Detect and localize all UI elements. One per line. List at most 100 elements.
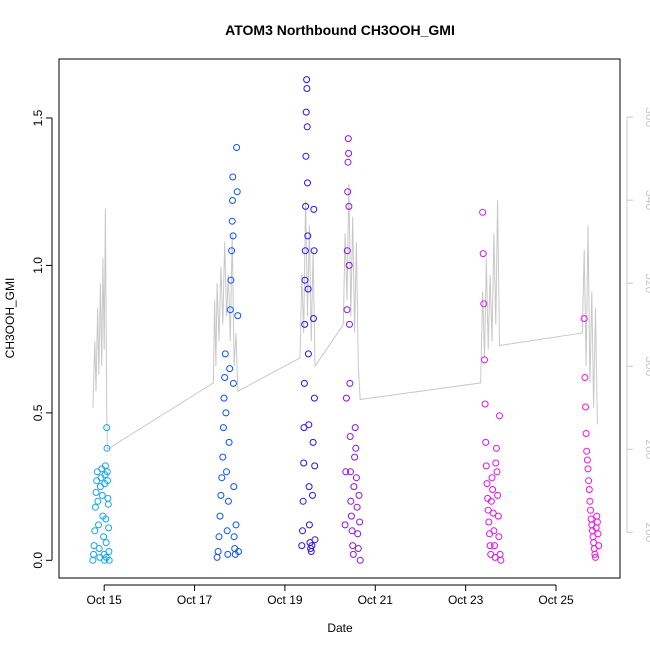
data-point-flight-4 <box>345 261 353 269</box>
data-point-flight-2 <box>229 197 236 204</box>
x-tick-label: Oct 21 <box>358 593 394 607</box>
y2-tick-label: 280 <box>643 439 650 459</box>
data-point-flight-3 <box>310 315 317 322</box>
data-point-flight-2 <box>227 276 235 284</box>
data-point-flight-4 <box>348 527 356 535</box>
data-point-flight-1 <box>90 542 98 550</box>
data-point-flight-5 <box>495 533 503 541</box>
data-point-flight-3 <box>302 202 310 210</box>
data-point-flight-6 <box>591 550 599 558</box>
y-tick-label: 0.5 <box>31 404 45 421</box>
data-point-flight-5 <box>489 486 497 493</box>
y-axis-label: CH3OOH_GMI <box>3 278 17 359</box>
data-point-flight-4 <box>351 453 359 461</box>
data-point-flight-3 <box>310 394 318 402</box>
x-axis: Oct 15 Oct 17 Oct 19 Oct 21 Oct 23 Oct 25 <box>87 584 574 607</box>
data-point-flight-1 <box>91 503 99 511</box>
data-point-flight-2 <box>224 550 232 558</box>
data-point-flight-2 <box>218 474 226 482</box>
data-point-flight-5 <box>486 530 493 538</box>
x-tick-label: Oct 23 <box>448 593 484 607</box>
points-layer <box>89 76 603 564</box>
y-tick-label: 0.0 <box>31 552 45 569</box>
data-point-flight-6 <box>582 430 590 437</box>
data-point-flight-5 <box>492 459 500 467</box>
data-point-flight-3 <box>300 459 308 467</box>
data-point-flight-4 <box>342 394 350 402</box>
data-point-flight-3 <box>301 247 309 255</box>
data-point-flight-5 <box>484 506 492 514</box>
x-tick-label: Oct 19 <box>267 593 303 607</box>
data-point-flight-1 <box>105 548 113 555</box>
data-point-flight-2 <box>217 491 225 499</box>
data-point-flight-6 <box>586 497 594 505</box>
data-point-flight-6 <box>594 530 602 538</box>
data-point-flight-2 <box>222 409 230 417</box>
data-point-flight-5 <box>487 550 495 558</box>
data-point-flight-6 <box>585 477 593 485</box>
data-point-flight-1 <box>103 444 111 452</box>
data-point-flight-6 <box>584 465 592 473</box>
data-point-flight-1 <box>91 527 99 535</box>
x-axis-label: Date <box>327 621 353 635</box>
data-point-flight-4 <box>350 483 358 491</box>
data-point-flight-1 <box>89 556 97 564</box>
data-point-flight-2 <box>221 350 229 358</box>
data-point-flight-2 <box>229 232 237 240</box>
data-point-flight-5 <box>496 412 503 420</box>
data-point-flight-1 <box>105 524 113 532</box>
data-point-flight-5 <box>490 527 498 535</box>
data-point-flight-6 <box>587 506 594 514</box>
data-point-flight-3 <box>299 527 306 535</box>
data-point-flight-6 <box>593 518 601 526</box>
data-point-flight-5 <box>486 542 494 550</box>
data-point-flight-2 <box>221 374 229 381</box>
data-point-flight-3 <box>302 108 310 116</box>
y2-tick-label: 340 <box>643 190 650 210</box>
data-point-flight-1 <box>95 521 102 529</box>
data-point-flight-1 <box>95 545 103 552</box>
data-point-flight-4 <box>352 474 360 482</box>
data-point-flight-6 <box>595 542 603 550</box>
y2-tick-label: 320 <box>643 273 650 293</box>
y-tick-label: 1.0 <box>31 257 45 274</box>
y-axis: 0.0 0.5 1.0 1.5 <box>31 109 53 569</box>
data-point-flight-2 <box>233 188 241 196</box>
data-point-flight-5 <box>497 556 505 564</box>
data-point-flight-5 <box>493 468 501 476</box>
data-point-flight-5 <box>494 491 502 499</box>
x-tick-label: Oct 25 <box>538 593 574 607</box>
data-point-flight-2 <box>229 173 237 181</box>
data-point-flight-3 <box>310 205 318 213</box>
data-point-flight-3 <box>299 497 307 505</box>
data-point-flight-5 <box>496 550 504 558</box>
data-point-flight-1 <box>92 489 100 496</box>
data-point-flight-4 <box>342 468 350 476</box>
data-point-flight-3 <box>300 379 308 387</box>
data-point-flight-3 <box>303 76 311 84</box>
y-tick-label: 1.5 <box>31 109 45 126</box>
data-point-flight-3 <box>304 350 312 358</box>
data-point-flight-2 <box>226 306 234 314</box>
data-point-flight-1 <box>104 500 112 508</box>
data-point-flight-2 <box>228 217 236 225</box>
data-point-flight-6 <box>583 456 591 464</box>
data-point-flight-1 <box>90 550 97 558</box>
data-point-flight-4 <box>345 149 353 157</box>
data-point-flight-6 <box>585 486 593 493</box>
data-point-flight-5 <box>492 444 500 452</box>
data-point-flight-6 <box>582 403 589 411</box>
chart-title: ATOM3 Northbound CH3OOH_GMI <box>225 22 455 38</box>
data-point-flight-5 <box>485 518 493 526</box>
y2-tick-label: 300 <box>643 356 650 376</box>
data-point-flight-2 <box>219 424 227 432</box>
data-point-flight-6 <box>587 515 595 523</box>
data-point-flight-2 <box>234 312 242 320</box>
data-point-flight-2 <box>213 553 221 561</box>
data-point-flight-1 <box>102 515 110 523</box>
data-point-flight-2 <box>228 247 236 255</box>
secondary-series-line <box>92 183 598 451</box>
data-point-flight-4 <box>349 542 357 550</box>
data-point-flight-1 <box>103 468 111 476</box>
